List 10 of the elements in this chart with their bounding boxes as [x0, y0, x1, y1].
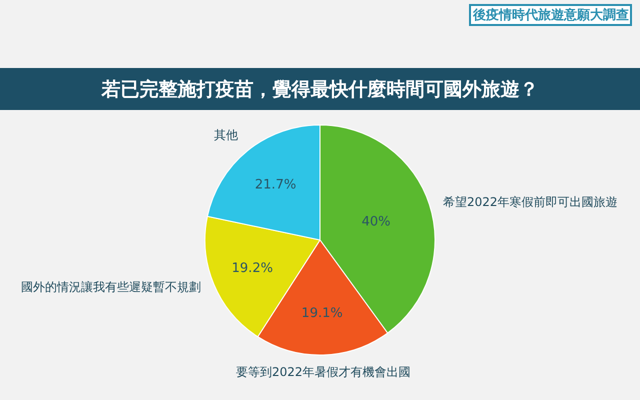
data-label: 19.2%	[232, 260, 273, 276]
data-label: 19.1%	[301, 306, 343, 321]
slice-label: 希望2022年寒假前即可出國旅遊	[443, 195, 618, 209]
data-label: 40%	[362, 214, 391, 230]
chart-title: 若已完整施打疫苗，覺得最快什麼時間可國外旅遊？	[100, 78, 538, 100]
slice-label: 其他	[214, 128, 238, 142]
chart-subtitle: 後疫情時代旅遊意願大調查	[472, 7, 629, 23]
slice-label: 國外的情況讓我有些遲疑暫不規劃	[21, 280, 201, 294]
data-label: 21.7%	[254, 178, 296, 193]
slice-label: 要等到2022年暑假才有機會出國	[236, 365, 411, 379]
